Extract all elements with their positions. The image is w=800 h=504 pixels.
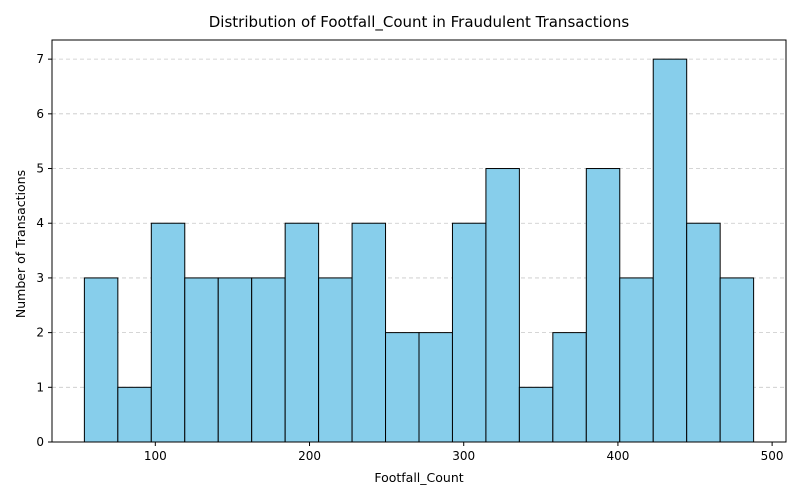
histogram-bar [652,58,688,443]
histogram-bar [184,277,219,443]
tick-marks: 100 200 300 400 500 0 1 2 3 4 5 6 7 [36,52,783,463]
histogram-bar [552,332,587,443]
y-axis-label: Number of Transactions [13,170,28,318]
y-tick-label: 4 [36,216,44,230]
histogram-bar [351,222,387,443]
histogram-bar [485,168,520,443]
histogram-bar [385,332,420,443]
histogram-bar [686,222,721,443]
plot-frame [51,39,787,443]
histogram-bar [418,332,453,443]
x-tick-label: 300 [452,449,475,463]
histogram-bar [83,277,119,443]
histogram-bar [719,277,755,443]
histogram-bar [619,277,654,443]
y-tick-label: 7 [36,52,44,66]
histogram-bar [318,277,353,443]
histogram-bar [251,277,286,443]
x-axis-label: Footfall_Count [374,470,463,485]
histogram-bar [150,222,186,443]
y-tick-label: 1 [36,380,44,394]
chart-title: Distribution of Footfall_Count in Fraudu… [209,13,630,32]
histogram-bar [451,222,487,443]
histogram-bar [284,222,320,443]
histogram-bars [83,58,755,443]
x-tick-label: 400 [606,449,629,463]
axes [51,39,787,443]
histogram-bar [585,168,621,443]
histogram-bar [518,386,554,443]
y-tick-label: 5 [36,162,44,176]
y-tick-label: 2 [36,326,44,340]
y-tick-label: 0 [36,435,44,449]
y-tick-label: 6 [36,107,44,121]
histogram-bar [117,386,152,443]
x-tick-label: 200 [298,449,321,463]
x-tick-label: 500 [761,449,784,463]
histogram-bar [217,277,253,443]
y-tick-label: 3 [36,271,44,285]
x-tick-label: 100 [144,449,167,463]
